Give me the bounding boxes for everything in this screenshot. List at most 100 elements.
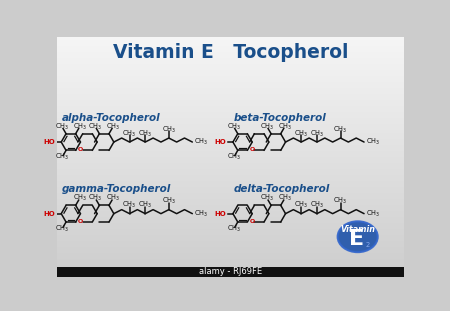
Text: CH$_3$: CH$_3$ (122, 128, 137, 139)
Text: CH$_3$: CH$_3$ (55, 122, 69, 132)
Text: CH$_3$: CH$_3$ (88, 122, 103, 132)
Text: alpha-Tocopherol: alpha-Tocopherol (62, 113, 161, 123)
Bar (58, 136, 404, 139)
Bar (58, 115, 404, 118)
Text: gamma-Tocopherol: gamma-Tocopherol (62, 184, 171, 194)
Bar (58, 241, 404, 244)
Bar (58, 52, 404, 55)
Text: CH$_3$: CH$_3$ (278, 122, 292, 132)
Text: CH$_3$: CH$_3$ (227, 122, 241, 132)
Text: beta-Tocopherol: beta-Tocopherol (234, 113, 327, 123)
Bar (58, 55, 404, 58)
Bar (58, 94, 404, 97)
Text: E: E (349, 229, 364, 249)
Bar (58, 82, 404, 85)
Bar (58, 157, 404, 160)
Bar (58, 106, 404, 109)
Bar (58, 64, 404, 67)
Text: CH$_3$: CH$_3$ (106, 122, 120, 132)
Text: CH$_3$: CH$_3$ (162, 196, 176, 206)
Text: O: O (250, 219, 255, 224)
Bar (58, 175, 404, 178)
Bar (58, 274, 404, 277)
Bar (58, 235, 404, 238)
Bar (58, 226, 404, 229)
Text: Vitamin E   Tocopherol: Vitamin E Tocopherol (113, 43, 348, 62)
Bar (58, 199, 404, 202)
Bar (58, 49, 404, 52)
Bar (58, 97, 404, 100)
Text: CH$_3$: CH$_3$ (278, 193, 292, 203)
Bar (58, 58, 404, 61)
Text: CH$_3$: CH$_3$ (310, 200, 324, 210)
Bar (58, 166, 404, 169)
Text: alamy - RJ69FE: alamy - RJ69FE (199, 267, 262, 276)
Bar (58, 148, 404, 151)
Bar (58, 214, 404, 217)
Bar (58, 205, 404, 208)
Text: HO: HO (43, 139, 55, 145)
Text: CH$_3$: CH$_3$ (55, 224, 69, 234)
Ellipse shape (338, 221, 378, 252)
Bar (58, 73, 404, 76)
Bar (58, 178, 404, 181)
Bar (58, 154, 404, 157)
Bar (58, 184, 404, 187)
Text: CH$_3$: CH$_3$ (106, 193, 120, 203)
Bar (58, 208, 404, 211)
Text: CH$_3$: CH$_3$ (72, 122, 87, 132)
Bar (58, 256, 404, 259)
Bar (58, 253, 404, 256)
Bar (58, 85, 404, 88)
Bar (58, 145, 404, 148)
Bar (58, 193, 404, 196)
Text: CH$_3$: CH$_3$ (194, 209, 208, 219)
Bar (58, 139, 404, 142)
Bar (58, 202, 404, 205)
Text: CH$_3$: CH$_3$ (294, 128, 308, 139)
Bar (58, 265, 404, 268)
Bar (58, 271, 404, 274)
Text: CH$_3$: CH$_3$ (227, 224, 241, 234)
Bar (58, 229, 404, 232)
Text: CH$_3$: CH$_3$ (227, 152, 241, 162)
Bar (58, 67, 404, 70)
Text: CH$_3$: CH$_3$ (72, 193, 87, 203)
Bar (58, 160, 404, 163)
Bar (58, 217, 404, 220)
Text: CH$_3$: CH$_3$ (162, 124, 176, 135)
Text: $_2$: $_2$ (365, 240, 371, 250)
Bar (58, 238, 404, 241)
Bar (58, 88, 404, 91)
Text: CH$_3$: CH$_3$ (260, 193, 274, 203)
Text: O: O (78, 219, 83, 224)
Text: O: O (250, 147, 255, 152)
Bar (58, 187, 404, 190)
Bar (58, 259, 404, 262)
Text: CH$_3$: CH$_3$ (194, 137, 208, 147)
Bar (58, 43, 404, 46)
Bar (58, 100, 404, 103)
Text: Vitamin: Vitamin (340, 225, 375, 234)
Text: CH$_3$: CH$_3$ (55, 152, 69, 162)
Bar (58, 163, 404, 166)
Bar (58, 103, 404, 106)
Text: CH$_3$: CH$_3$ (260, 122, 274, 132)
Text: CH$_3$: CH$_3$ (138, 128, 153, 139)
Bar (58, 70, 404, 73)
Bar (58, 223, 404, 226)
Bar (58, 169, 404, 172)
Text: HO: HO (43, 211, 55, 217)
Bar (58, 109, 404, 112)
Bar (58, 244, 404, 247)
Bar (58, 130, 404, 133)
Text: CH$_3$: CH$_3$ (310, 128, 324, 139)
Bar (58, 196, 404, 199)
Text: O: O (78, 147, 83, 152)
Bar (58, 133, 404, 136)
Bar (58, 267, 404, 277)
Text: CH$_3$: CH$_3$ (333, 196, 348, 206)
Bar (58, 211, 404, 214)
Bar (58, 91, 404, 94)
Bar (58, 151, 404, 154)
